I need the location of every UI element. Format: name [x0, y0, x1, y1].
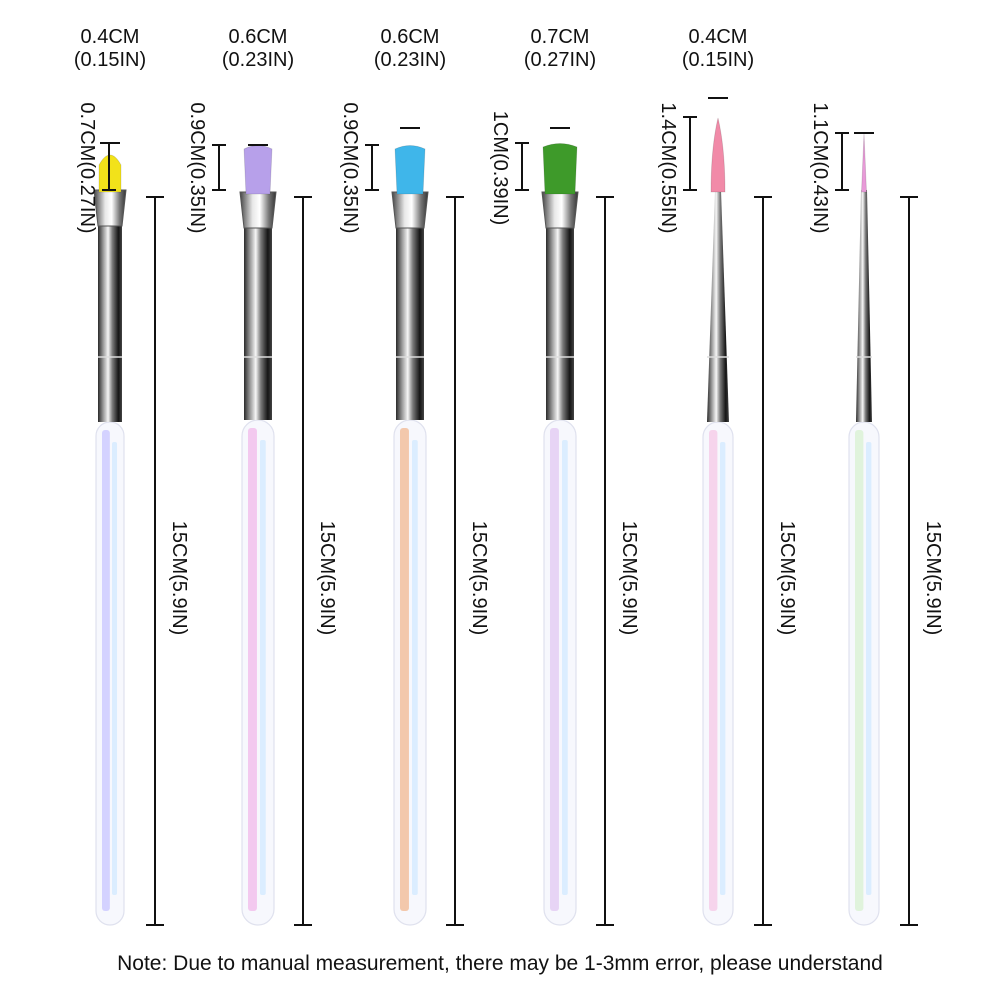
tip-width-inch: (0.23IN): [373, 49, 447, 71]
green-brush: [541, 143, 579, 926]
total-length-label: 15CM(5.9IN): [168, 520, 190, 636]
tip-width-inch: (0.15IN): [73, 49, 147, 71]
tip-width-cm: 0.6CM: [380, 26, 440, 48]
tip-width-label: 0.4CM (0.15IN): [40, 26, 180, 72]
brush-handle: [543, 419, 577, 926]
metal-shaft: [856, 190, 872, 422]
tip-width-cm: 0.4CM: [80, 26, 140, 48]
handle-highlight: [866, 442, 872, 895]
handle-highlight: [562, 440, 568, 895]
tip-width-inch: (0.27IN): [523, 49, 597, 71]
tip-width-cm: 0.4CM: [688, 26, 748, 48]
brush-bristles: [243, 145, 273, 195]
thin-liner-brush: [848, 132, 880, 926]
handle-shimmer: [248, 428, 257, 911]
tip-width-inch: (0.15IN): [681, 49, 755, 71]
tip-length-label: 1.1CM(0.43IN): [809, 102, 831, 234]
brush-handle: [702, 421, 734, 926]
handle-highlight: [112, 442, 118, 895]
brush-bristles: [394, 145, 426, 195]
brush-bristles: [710, 117, 726, 193]
blue-brush: [391, 145, 429, 926]
brush-bristles: [861, 132, 867, 193]
handle-highlight: [260, 440, 266, 895]
tip-length-label: 1CM(0.39IN): [489, 110, 511, 226]
tip-width-label: 0.7CM (0.27IN): [490, 26, 630, 72]
brush-handle: [848, 421, 880, 926]
metal-ferrule: [239, 191, 277, 229]
brush-bristles: [542, 143, 578, 195]
total-length-label: 15CM(5.9IN): [316, 520, 338, 636]
tip-width-cm: 0.6CM: [228, 26, 288, 48]
pink-liner-brush: [702, 117, 734, 926]
metal-ferrule: [541, 191, 579, 229]
brush-handle: [95, 421, 125, 926]
oval-brush: [93, 154, 127, 926]
handle-shimmer: [550, 428, 559, 911]
total-length-label: 15CM(5.9IN): [922, 520, 944, 636]
metal-shaft: [546, 224, 574, 420]
handle-shimmer: [400, 428, 409, 911]
total-length-label: 15CM(5.9IN): [468, 520, 490, 636]
metal-shaft: [707, 190, 729, 422]
brush-handle: [393, 419, 427, 926]
tip-length-label: 0.9CM(0.35IN): [186, 102, 208, 234]
tip-length-label: 1.4CM(0.55IN): [657, 102, 679, 234]
metal-ferrule: [93, 189, 127, 227]
tip-width-label: 0.6CM (0.23IN): [340, 26, 480, 72]
handle-shimmer: [102, 430, 110, 911]
total-length-label: 15CM(5.9IN): [776, 520, 798, 636]
tip-width-cm: 0.7CM: [530, 26, 590, 48]
tip-width-label: 0.6CM (0.23IN): [188, 26, 328, 72]
total-length-label: 15CM(5.9IN): [618, 520, 640, 636]
handle-highlight: [412, 440, 418, 895]
tip-width-label: 0.4CM (0.15IN): [648, 26, 788, 72]
handle-shimmer: [709, 430, 718, 911]
handle-shimmer: [855, 430, 864, 911]
tip-length-label: 0.9CM(0.35IN): [339, 102, 361, 234]
metal-ferrule: [391, 191, 429, 229]
purple-brush: [239, 145, 277, 926]
metal-shaft: [98, 222, 122, 422]
measurement-note: Note: Due to manual measurement, there m…: [117, 952, 883, 975]
tip-length-label: 0.7CM(0.27IN): [76, 102, 98, 234]
handle-highlight: [720, 442, 726, 895]
brush-handle: [241, 419, 275, 926]
metal-shaft: [396, 224, 424, 420]
metal-shaft: [244, 224, 272, 420]
tip-width-inch: (0.23IN): [221, 49, 295, 71]
